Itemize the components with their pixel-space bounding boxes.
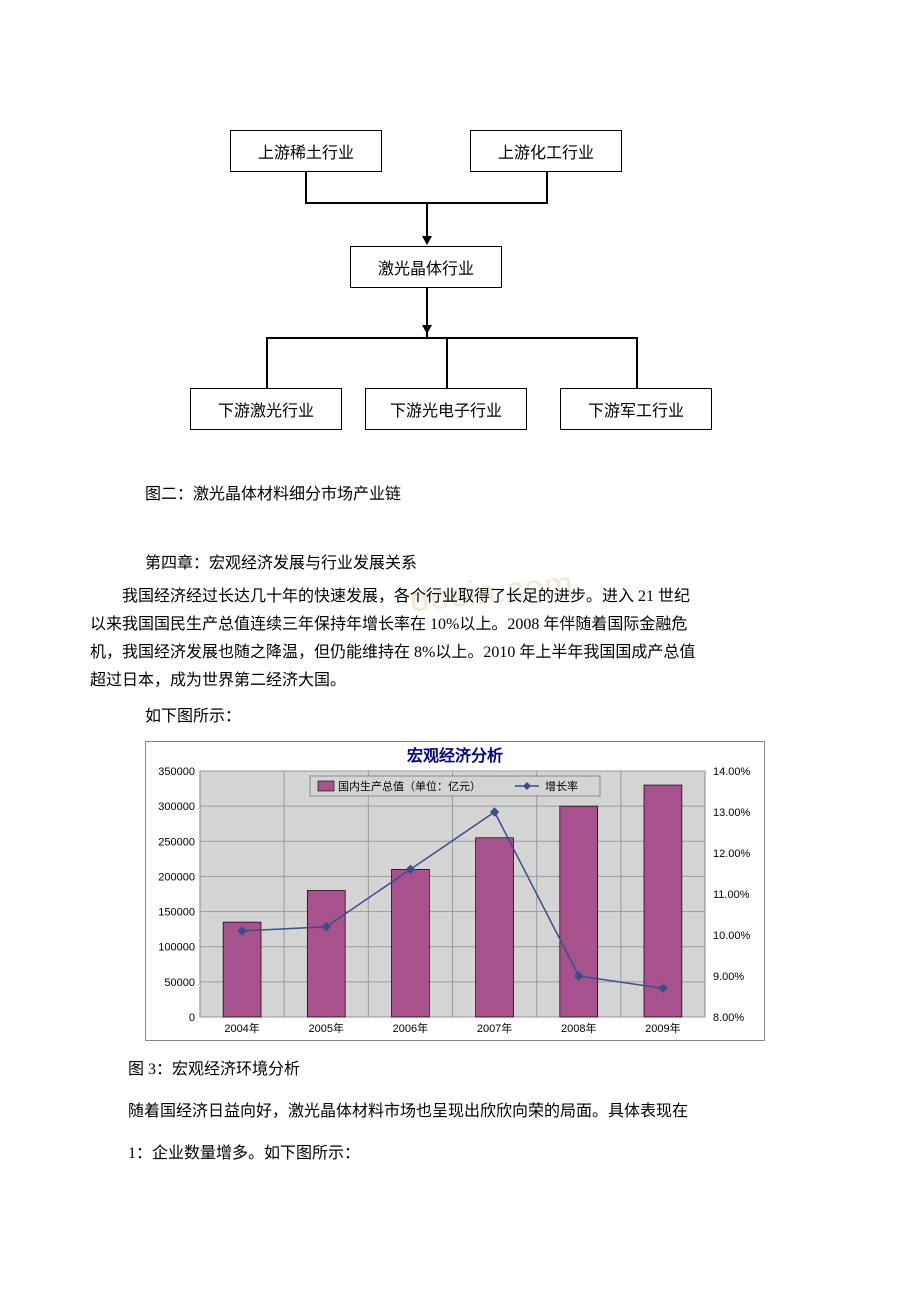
flow-node-n1: 上游稀土行业 <box>230 130 382 172</box>
svg-text:50000: 50000 <box>164 977 195 989</box>
flow-node-n6: 下游军工行业 <box>560 388 712 430</box>
svg-text:300000: 300000 <box>158 801 195 813</box>
chart-lead-in: 如下图所示： <box>145 703 830 731</box>
flow-node-n4: 下游激光行业 <box>190 388 342 430</box>
flow-node-n3: 激光晶体行业 <box>350 246 502 288</box>
svg-text:250000: 250000 <box>158 836 195 848</box>
figure2-caption: 图二：激光晶体材料细分市场产业链 <box>145 480 830 504</box>
svg-text:8.00%: 8.00% <box>713 1012 744 1024</box>
chapter4-heading: 第四章：宏观经济发展与行业发展关系 <box>145 549 830 573</box>
svg-text:11.00%: 11.00% <box>713 889 750 901</box>
svg-text:2009年: 2009年 <box>645 1021 680 1035</box>
para3: 1：企业数量增多。如下图所示： <box>128 1140 830 1168</box>
svg-text:2006年: 2006年 <box>393 1021 428 1035</box>
svg-text:10.00%: 10.00% <box>713 930 751 942</box>
svg-text:2004年: 2004年 <box>224 1021 259 1035</box>
flow-node-n5: 下游光电子行业 <box>365 388 527 430</box>
svg-text:2007年: 2007年 <box>477 1021 512 1035</box>
para1-line2: 以来我国国民生产总值连续三年保持年增长率在 10%以上。2008 年伴随着国际金… <box>90 611 830 639</box>
para2: 随着国经济日益向好，激光晶体材料市场也呈现出欣欣向荣的局面。具体表现在 <box>128 1098 830 1126</box>
supply-chain-flowchart: 上游稀土行业 上游化工行业激光晶体行业下游激光行业下游光电子行业下游军工行业 <box>190 130 730 450</box>
svg-text:宏观经济分析: 宏观经济分析 <box>407 746 503 765</box>
svg-text:增长率: 增长率 <box>545 779 578 793</box>
svg-text:100000: 100000 <box>158 942 195 954</box>
svg-text:12.00%: 12.00% <box>713 848 751 860</box>
svg-text:350000: 350000 <box>158 766 195 778</box>
svg-text:0: 0 <box>189 1012 195 1024</box>
flow-node-n2: 上游化工行业 <box>470 130 622 172</box>
svg-text:2005年: 2005年 <box>309 1021 344 1035</box>
para1-line1: 我国经济经过长达几十年的快速发展，各个行业取得了长足的进步。进入 21 世纪 <box>90 583 830 611</box>
para1-line3: 机，我国经济发展也随之降温，但仍能维持在 8%以上。2010 年上半年我国国成产… <box>90 639 830 667</box>
para1-line4: 超过日本，成为世界第二经济大国。 <box>90 667 830 695</box>
macroeconomic-chart: 宏观经济分析 0 50000 100000 150000 200000 250000 3000… <box>145 741 830 1046</box>
svg-text:9.00%: 9.00% <box>713 971 744 983</box>
svg-text:200000: 200000 <box>158 871 195 883</box>
svg-text:13.00%: 13.00% <box>713 807 751 819</box>
figure3-caption: 图 3：宏观经济环境分析 <box>128 1056 830 1084</box>
svg-text:150000: 150000 <box>158 907 195 919</box>
svg-text:14.00%: 14.00% <box>713 766 751 778</box>
svg-text:国内生产总值（单位：亿元）: 国内生产总值（单位：亿元） <box>338 779 481 793</box>
svg-text:2008年: 2008年 <box>561 1021 596 1035</box>
